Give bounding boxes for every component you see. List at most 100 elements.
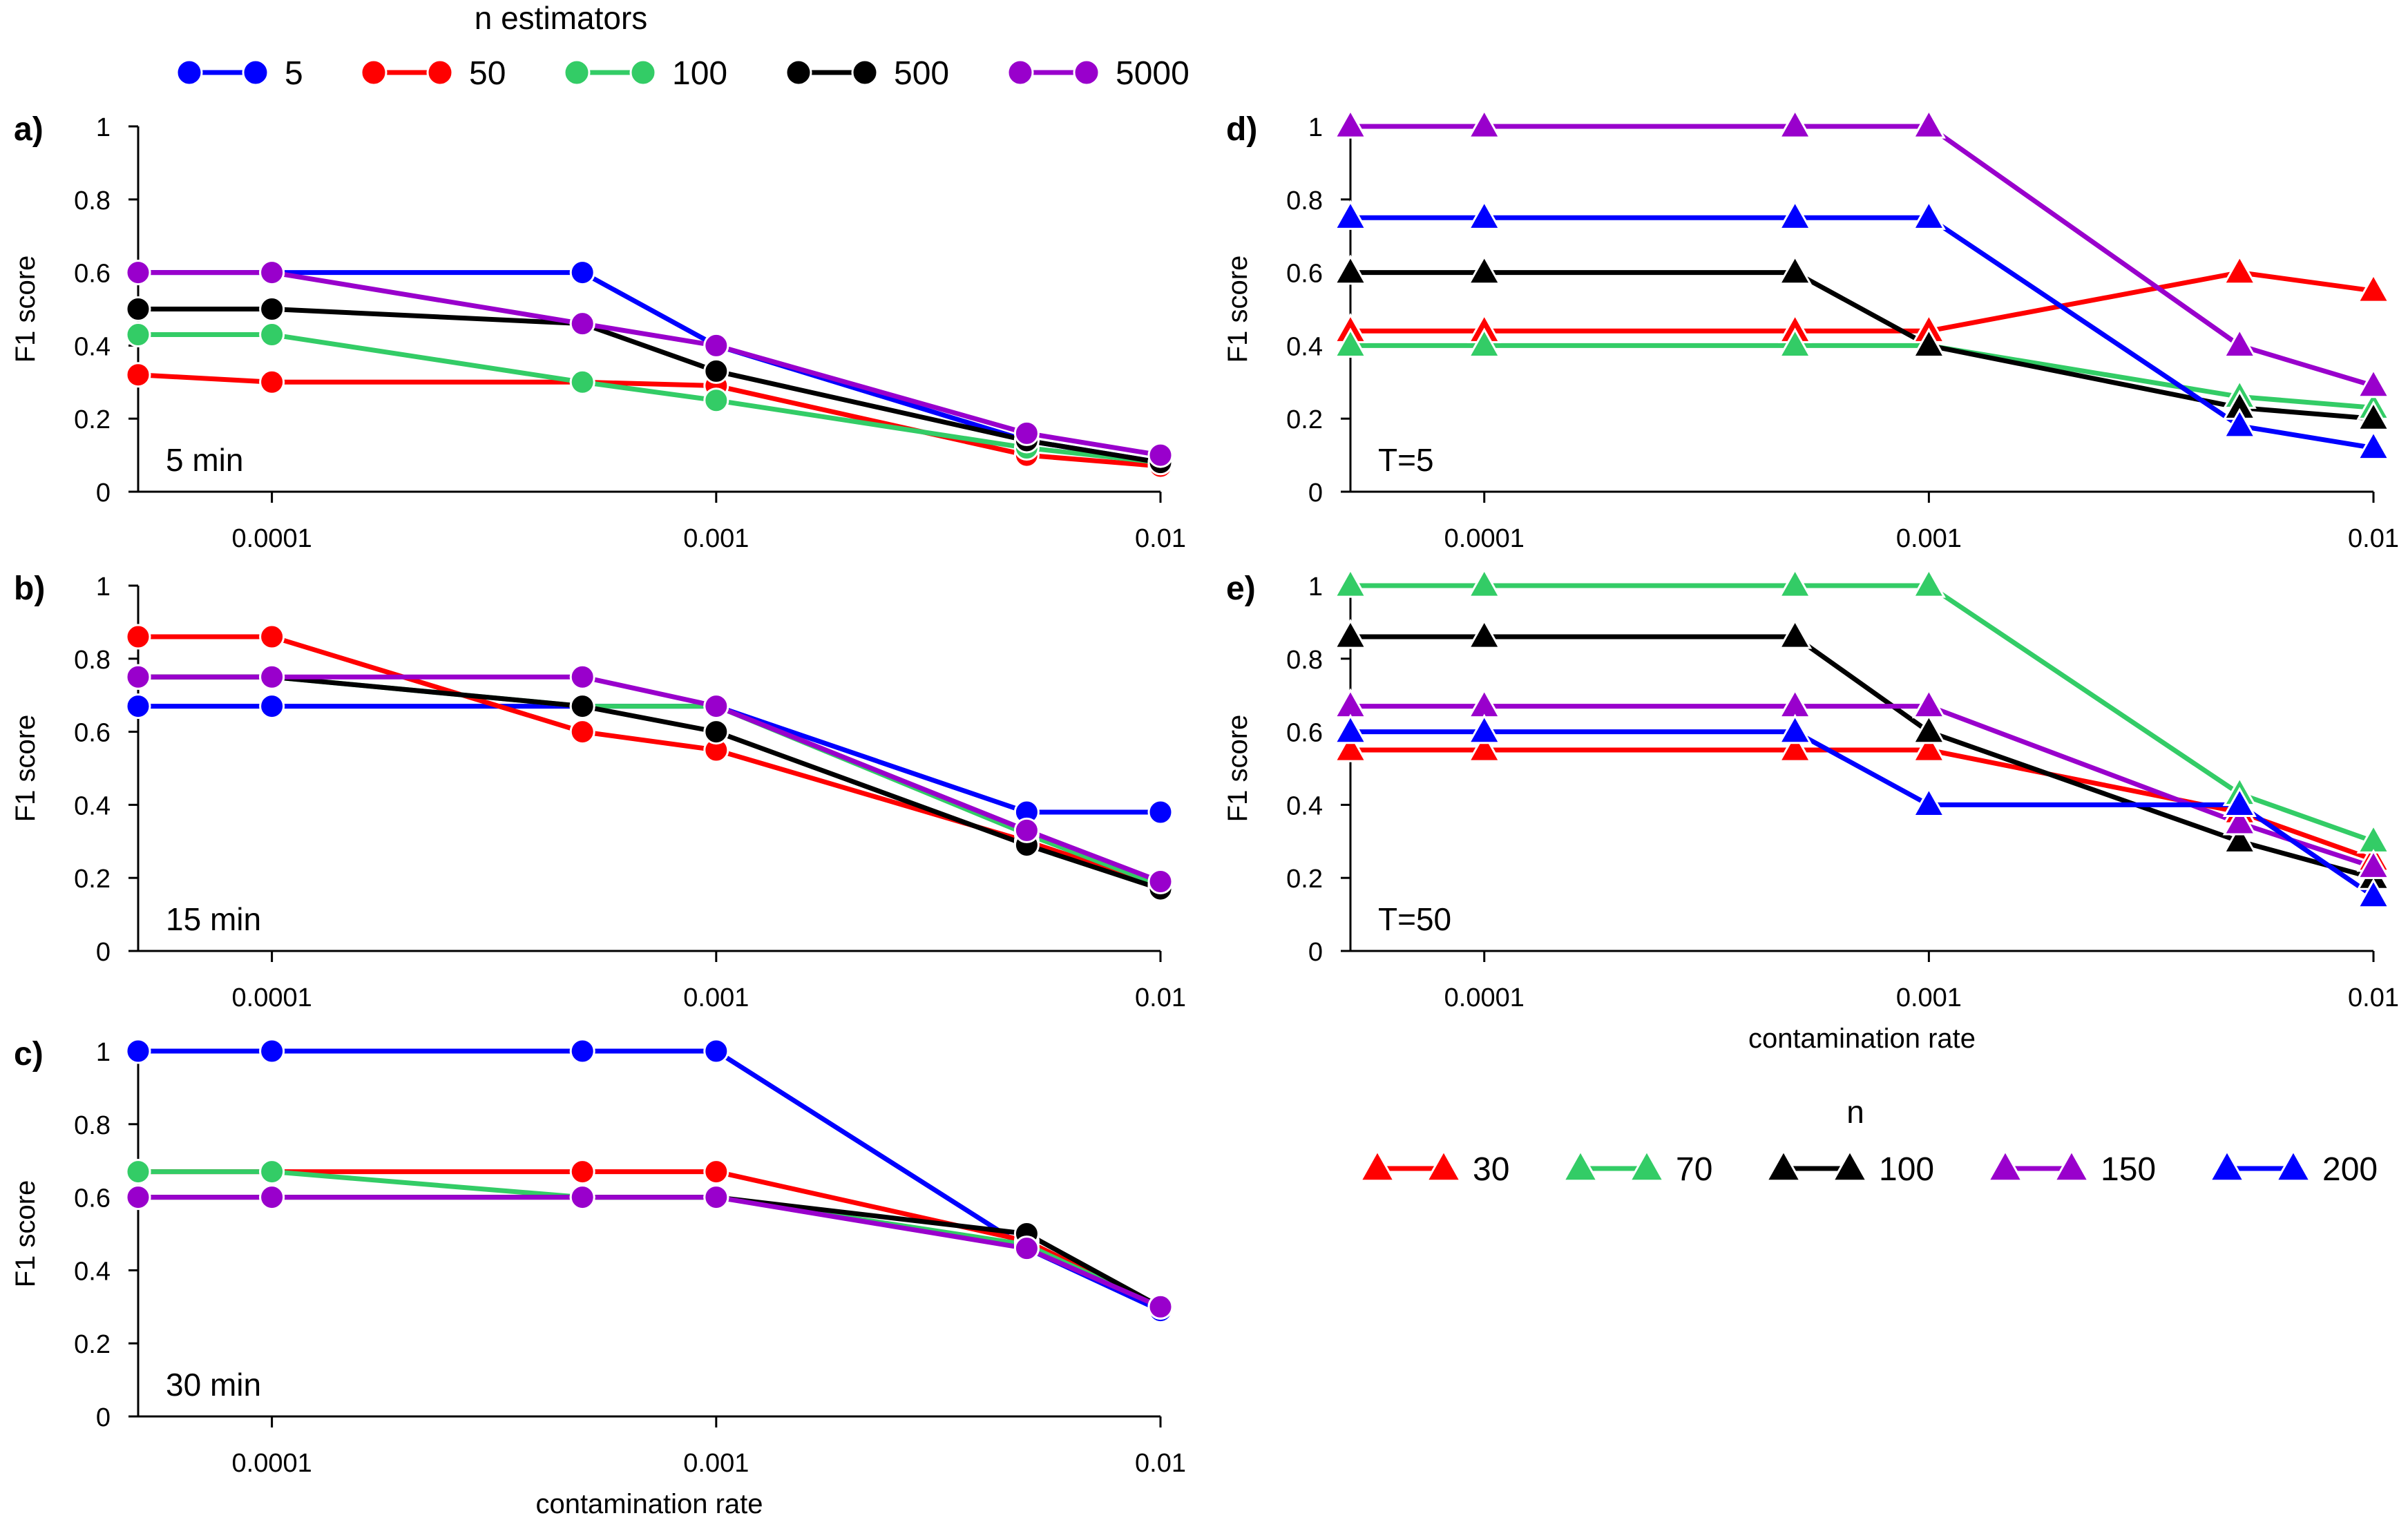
legend-marker — [1765, 1148, 1802, 1182]
panel-c: 0 0.2 0.4 0.6 0.8 1 0.0001 0.001 0.01 F1 score con… — [10, 1036, 1186, 1519]
panel-a: 0 0.2 0.4 0.6 0.8 1 0.0001 0.001 0.01 F1 score a) 5… — [10, 111, 1186, 553]
data-point — [1911, 327, 1946, 358]
series-line-500 — [138, 674, 1162, 892]
data-point — [2356, 401, 2391, 431]
legend-label: 200 — [2322, 1151, 2378, 1188]
x-tick-label: 0.001 — [683, 983, 749, 1012]
legend-item: 50 — [360, 55, 506, 92]
legend-marker — [360, 59, 388, 86]
data-point — [125, 693, 151, 720]
data-point — [259, 624, 285, 650]
x-tick-label: 0.001 — [1896, 983, 1962, 1012]
series-group — [125, 1038, 1174, 1324]
data-point — [569, 693, 595, 720]
legend-marker — [629, 59, 657, 86]
data-point — [125, 1038, 151, 1064]
data-point — [125, 260, 151, 286]
data-point — [703, 719, 729, 745]
data-point — [1333, 567, 1368, 598]
data-point — [569, 311, 595, 337]
panel-d: 0 0.2 0.4 0.6 0.8 1 0.0001 0.001 0.01 F1 score d) T… — [1223, 108, 2399, 553]
data-point — [2222, 327, 2257, 358]
y-tick-label: 0.4 — [74, 791, 111, 820]
data-point — [1333, 619, 1368, 649]
panel-annotation: T=50 — [1378, 901, 1451, 937]
legend-item: 5 — [175, 55, 303, 92]
data-point — [569, 1184, 595, 1211]
data-point — [1911, 567, 1946, 598]
legend-n: n — [1846, 1094, 1864, 1130]
data-point — [1013, 420, 1040, 446]
data-point — [1333, 254, 1368, 285]
data-point — [259, 369, 285, 395]
panel-annotation: 5 min — [166, 442, 243, 478]
data-point — [1911, 200, 1946, 230]
y-tick-label: 0.8 — [74, 186, 111, 215]
data-point — [125, 664, 151, 690]
legend-item: 70 — [1562, 1148, 1712, 1188]
data-point — [125, 322, 151, 348]
data-point — [1911, 731, 1946, 762]
data-point — [1333, 731, 1368, 762]
panel-label: c) — [14, 1036, 44, 1073]
x-tick-label: 0.01 — [1135, 983, 1186, 1012]
y-tick-label: 0.2 — [74, 1330, 111, 1359]
data-point — [1911, 108, 1946, 139]
y-tick-label: 0.4 — [1286, 332, 1323, 361]
legend-item: 500 — [785, 55, 949, 92]
data-point — [259, 664, 285, 690]
data-point — [259, 322, 285, 348]
legend-marker — [1562, 1148, 1599, 1182]
legend-title: n estimators — [475, 0, 648, 36]
series-line-500 — [138, 307, 1161, 465]
legend-marker — [1831, 1148, 1869, 1182]
data-point — [259, 1159, 285, 1185]
data-point — [1147, 1294, 1174, 1320]
series-line-70 — [1350, 343, 2374, 410]
data-point — [703, 387, 729, 414]
data-point — [2356, 272, 2391, 303]
legend-item: 30 — [1359, 1148, 1509, 1188]
x-axis-label: contamination rate — [535, 1489, 763, 1519]
data-point — [1467, 108, 1502, 139]
data-point — [569, 1159, 595, 1185]
series-line-5 — [138, 1048, 1162, 1313]
data-point — [259, 260, 285, 286]
y-tick-label: 0 — [96, 938, 111, 967]
legend-items: 5 50 100 500 5000 — [175, 55, 1189, 92]
data-point — [1467, 731, 1502, 762]
data-point — [2356, 878, 2391, 909]
data-point — [703, 693, 729, 720]
data-point — [1467, 713, 1502, 744]
panel-annotation: T=5 — [1378, 442, 1434, 478]
x-tick-label: 0.001 — [1896, 524, 1962, 553]
y-tick-label: 0.2 — [1286, 865, 1323, 894]
series-line-200 — [1350, 215, 2374, 450]
data-point — [1333, 713, 1368, 744]
series-group — [1333, 108, 2391, 461]
y-tick-label: 1 — [96, 1038, 111, 1067]
y-tick-label: 0.6 — [1286, 719, 1323, 748]
y-tick-label: 0.4 — [74, 332, 111, 361]
data-point — [259, 1184, 285, 1211]
legend-label: 5000 — [1116, 55, 1189, 92]
data-point — [125, 1184, 151, 1211]
data-point — [1467, 327, 1502, 358]
legend-label: 150 — [2101, 1151, 2156, 1188]
y-tick-label: 1 — [1308, 573, 1323, 602]
data-point — [1333, 108, 1368, 139]
series-line-50 — [138, 1169, 1162, 1309]
x-tick-label: 0.0001 — [232, 524, 312, 553]
legend-title: n — [1846, 1094, 1864, 1130]
data-point — [2222, 254, 2257, 285]
y-tick-label: 0 — [1308, 479, 1323, 508]
data-point — [1911, 688, 1946, 719]
legend-marker — [1425, 1148, 1462, 1182]
data-point — [2222, 805, 2257, 836]
series-line-50 — [138, 634, 1162, 888]
legend-item: 100 — [1765, 1148, 1934, 1188]
legend-items: 30 70 100 150 200 — [1359, 1148, 2378, 1188]
legend-marker — [1359, 1148, 1396, 1182]
data-point — [703, 332, 729, 358]
data-point — [1147, 442, 1174, 468]
